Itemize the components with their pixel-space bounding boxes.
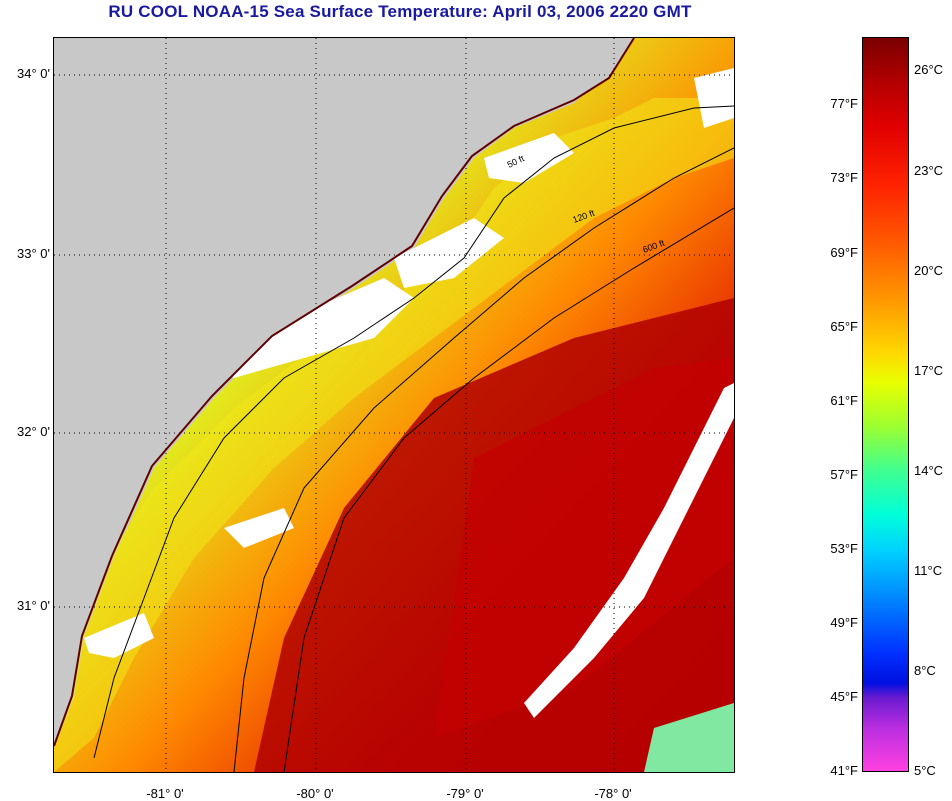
lon-label-80: -80° 0' xyxy=(296,786,334,801)
lat-label-31: 31° 0' xyxy=(17,598,50,613)
colorbar-f-label: 57°F xyxy=(830,467,858,482)
colorbar-c-label: 20°C xyxy=(914,263,944,278)
temperature-colorbar xyxy=(862,37,909,772)
colorbar-c-label: 26°C xyxy=(914,62,944,77)
colorbar-c-label: 17°C xyxy=(914,363,944,378)
colorbar-f-label: 73°F xyxy=(830,170,858,185)
lat-label-33: 33° 0' xyxy=(17,246,50,261)
cloud-streak xyxy=(524,383,734,718)
lat-label-34: 34° 0' xyxy=(17,66,50,81)
sst-map-canvas: 50 ft 120 ft 600 ft xyxy=(54,38,734,772)
colorbar-f-label: 53°F xyxy=(830,541,858,556)
contour-50ft xyxy=(93,105,734,759)
colorbar-c-label: 23°C xyxy=(914,163,944,178)
lon-label-79: -79° 0' xyxy=(446,786,484,801)
colorbar-f-label: 65°F xyxy=(830,319,858,334)
sst-map[interactable]: 50 ft 120 ft 600 ft xyxy=(53,37,735,773)
graticule xyxy=(54,38,734,772)
lat-label-32: 32° 0' xyxy=(17,424,50,439)
colorbar-f-label: 61°F xyxy=(830,393,858,408)
colorbar-f-label: 41°F xyxy=(830,763,858,778)
colorbar-f-label: 69°F xyxy=(830,245,858,260)
contour-120ft xyxy=(233,147,734,772)
colorbar-c-label: 11°C xyxy=(914,563,943,578)
lon-label-78: -78° 0' xyxy=(594,786,632,801)
colorbar-c-label: 14°C xyxy=(914,463,944,478)
coastline xyxy=(54,38,635,747)
colorbar-f-label: 77°F xyxy=(830,96,858,111)
cloud-patch xyxy=(204,278,414,378)
colorbar-c-label: 5°C xyxy=(914,763,936,778)
map-title: RU COOL NOAA-15 Sea Surface Temperature:… xyxy=(108,2,692,21)
lon-label-81: -81° 0' xyxy=(146,786,184,801)
contour-600ft xyxy=(283,207,734,772)
colorbar-f-label: 45°F xyxy=(830,689,858,704)
land-region xyxy=(54,38,634,746)
colorbar-c-label: 8°C xyxy=(914,663,936,678)
colorbar-f-label: 49°F xyxy=(830,615,858,630)
